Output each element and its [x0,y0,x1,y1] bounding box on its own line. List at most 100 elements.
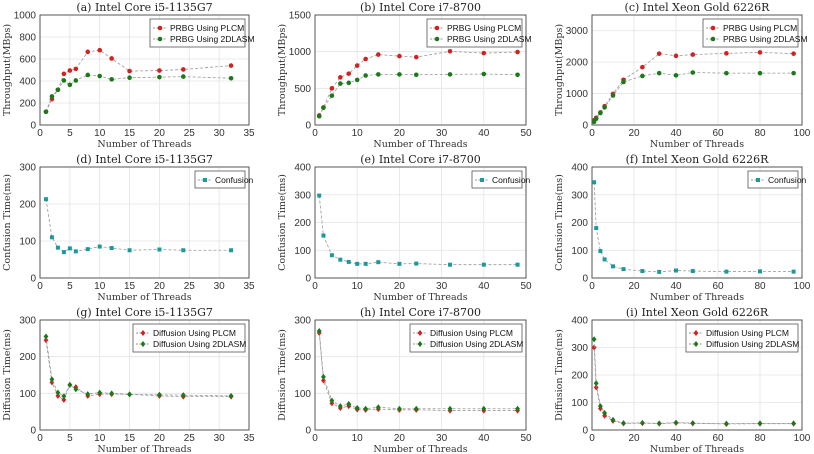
legend: Confusion [471,170,531,189]
data-point [338,257,343,262]
data-point [127,391,132,398]
data-point [673,419,679,426]
data-point [602,409,607,416]
data-point [55,392,61,399]
x-tick-label: 20 [154,281,166,292]
y-tick-label: 100 [294,389,311,400]
data-point [355,261,360,266]
series-prbg-using-2dlasm [591,70,796,125]
legend-box [471,170,523,189]
data-point [610,93,616,98]
y-tick-label: 600 [19,55,36,66]
chart-title: (g) Intel Core i5-1135G7 [76,306,213,319]
chart-title: (h) Intel Core i7-8700 [360,306,481,319]
x-tick-label: 100 [794,128,811,139]
x-tick-label: 10 [352,433,364,444]
legend: Confusion [194,170,254,189]
data-point [49,235,54,240]
x-tick-label: 20 [154,433,166,444]
data-point [228,392,234,399]
data-point [481,50,487,56]
legend-marker [157,36,163,42]
data-point [363,56,368,62]
y-tick-label: 100 [571,246,588,257]
data-point [791,51,796,56]
y-tick-label: 0 [305,274,311,285]
x-tick-label: 10 [94,128,106,139]
data-point [180,392,186,399]
legend-label: PRBG Using 2DLASM [723,34,808,44]
y-tick-label: 400 [294,163,311,174]
data-point [515,405,520,412]
x-tick-label: 40 [478,281,490,292]
data-point [67,68,73,73]
chart-panel-d: 0 5 10 15 20 25 30 35 0 100 200 300 (d) Intel Core i… [2,153,255,303]
data-point [354,77,360,83]
data-point [593,116,599,122]
chart-title: (f) Intel Xeon Gold 6226R [626,153,770,166]
y-tick-label: 400 [571,316,588,327]
axes-box [591,166,803,279]
series-line [318,195,518,266]
data-point [73,249,78,254]
legend-label: PRBG Using 2DLASM [447,34,532,44]
legend-marker [203,178,207,182]
x-tick-label: 40 [478,433,490,444]
data-point [791,269,796,274]
x-tick-label: 15 [124,433,136,444]
y-tick-label: 100 [294,246,311,257]
x-tick-label: 0 [589,128,595,139]
data-point [594,226,599,231]
data-point [97,244,102,249]
x-tick-label: 0 [312,128,318,139]
data-point [157,74,162,80]
data-point [363,405,369,412]
data-point [690,420,696,427]
x-tick-label: 20 [154,128,166,139]
data-point [724,269,729,274]
legend-marker [140,330,146,336]
x-tick-label: 0 [37,433,43,444]
data-point [73,386,79,393]
series-diffusion-using-2dlasm [591,336,796,427]
data-point [621,79,626,85]
data-point [640,419,645,426]
data-point [61,396,67,403]
x-tick-label: 15 [124,128,136,139]
y-tick-label: 100 [19,389,36,400]
x-tick-label: 20 [628,128,640,139]
chart-panel-i: 0 20 40 60 80 100 0 100 200 300 400 (i) Intel Xeon … [554,306,811,454]
x-tick-label: 20 [394,128,406,139]
chart-panel-h: 0 10 20 30 40 50 0 100 200 300 (h) Intel Core i7-8… [277,306,532,454]
x-tick-label: 0 [312,433,318,444]
data-point [481,262,486,267]
data-point [591,336,597,343]
y-axis-label: Diffusion Time(ms) [2,329,13,421]
axes-box [591,14,803,126]
data-point [640,64,645,70]
chart-title: (b) Intel Core i7-8700 [360,1,481,14]
x-tick-label: 30 [214,128,226,139]
y-tick-label: 300 [571,343,588,354]
data-point [363,73,368,78]
y-tick-label: 0 [305,121,311,132]
data-point [724,51,729,56]
data-point [354,405,360,411]
data-point [376,72,381,77]
y-axis-label: Confusion Time(ms) [2,174,13,271]
x-tick-label: 30 [214,433,226,444]
x-tick-label: 35 [243,433,255,444]
y-tick-label: 0 [30,121,36,132]
data-point [791,70,796,76]
legend-marker [417,341,423,347]
data-point [602,105,607,110]
x-axis-label: Number of Threads [650,139,744,150]
y-tick-label: 200 [571,371,588,382]
data-point [316,328,322,334]
data-point [49,376,55,383]
data-point [376,52,381,57]
